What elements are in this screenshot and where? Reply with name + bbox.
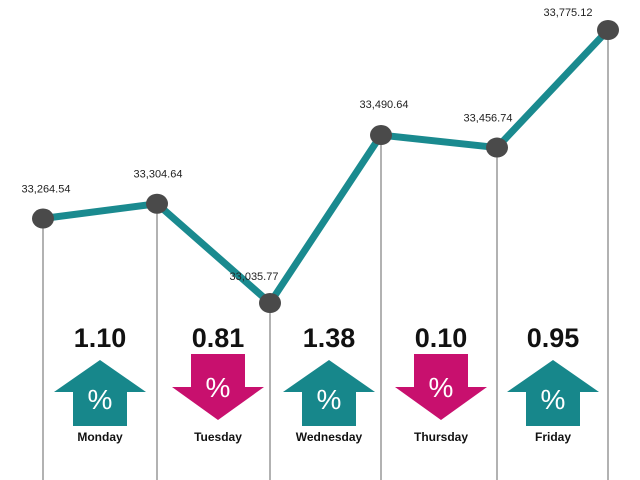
data-label-0: 33,264.54 bbox=[22, 184, 71, 196]
change-value: 1.38 bbox=[303, 323, 356, 353]
day-label: Thursday bbox=[414, 430, 468, 444]
day-label: Wednesday bbox=[296, 430, 363, 444]
change-value: 0.81 bbox=[192, 323, 245, 353]
percent-symbol: % bbox=[429, 372, 454, 403]
change-value: 1.10 bbox=[74, 323, 127, 353]
day-panel-monday: 1.10% Monday bbox=[54, 323, 146, 444]
day-label: Monday bbox=[77, 430, 123, 444]
percent-symbol: % bbox=[206, 372, 231, 403]
series-line bbox=[39, 26, 612, 307]
data-point-3 bbox=[370, 125, 392, 146]
data-point-4 bbox=[486, 137, 508, 158]
up-arrow-icon bbox=[283, 360, 375, 426]
data-label-2: 33,035.77 bbox=[230, 271, 279, 283]
day-panel-wednesday: 1.38% Wednesday bbox=[283, 323, 375, 444]
day-label: Friday bbox=[535, 430, 571, 444]
data-point-1 bbox=[146, 193, 168, 214]
down-arrow-icon bbox=[395, 354, 487, 420]
data-label-3: 33,490.64 bbox=[360, 99, 409, 111]
data-label-1: 33,304.64 bbox=[134, 169, 183, 181]
percent-symbol: % bbox=[541, 384, 566, 415]
data-point-5 bbox=[597, 20, 619, 40]
percent-symbol: % bbox=[317, 384, 342, 415]
data-label-5: 33,775.12 bbox=[544, 7, 593, 19]
percent-symbol: % bbox=[88, 384, 113, 415]
change-value: 0.95 bbox=[527, 323, 580, 353]
day-label: Tuesday bbox=[194, 430, 242, 444]
up-arrow-icon bbox=[507, 360, 599, 426]
up-arrow-icon bbox=[54, 360, 146, 426]
day-panel-thursday: 0.10% Thursday bbox=[395, 323, 487, 444]
day-panel-friday: 0.95% Friday bbox=[507, 323, 599, 444]
day-panel-tuesday: 0.81% Tuesday bbox=[172, 323, 264, 444]
data-label-4: 33,456.74 bbox=[464, 113, 513, 125]
down-arrow-icon bbox=[172, 354, 264, 420]
data-point-2 bbox=[259, 293, 281, 313]
change-value: 0.10 bbox=[415, 323, 468, 353]
data-point-0 bbox=[32, 208, 54, 229]
